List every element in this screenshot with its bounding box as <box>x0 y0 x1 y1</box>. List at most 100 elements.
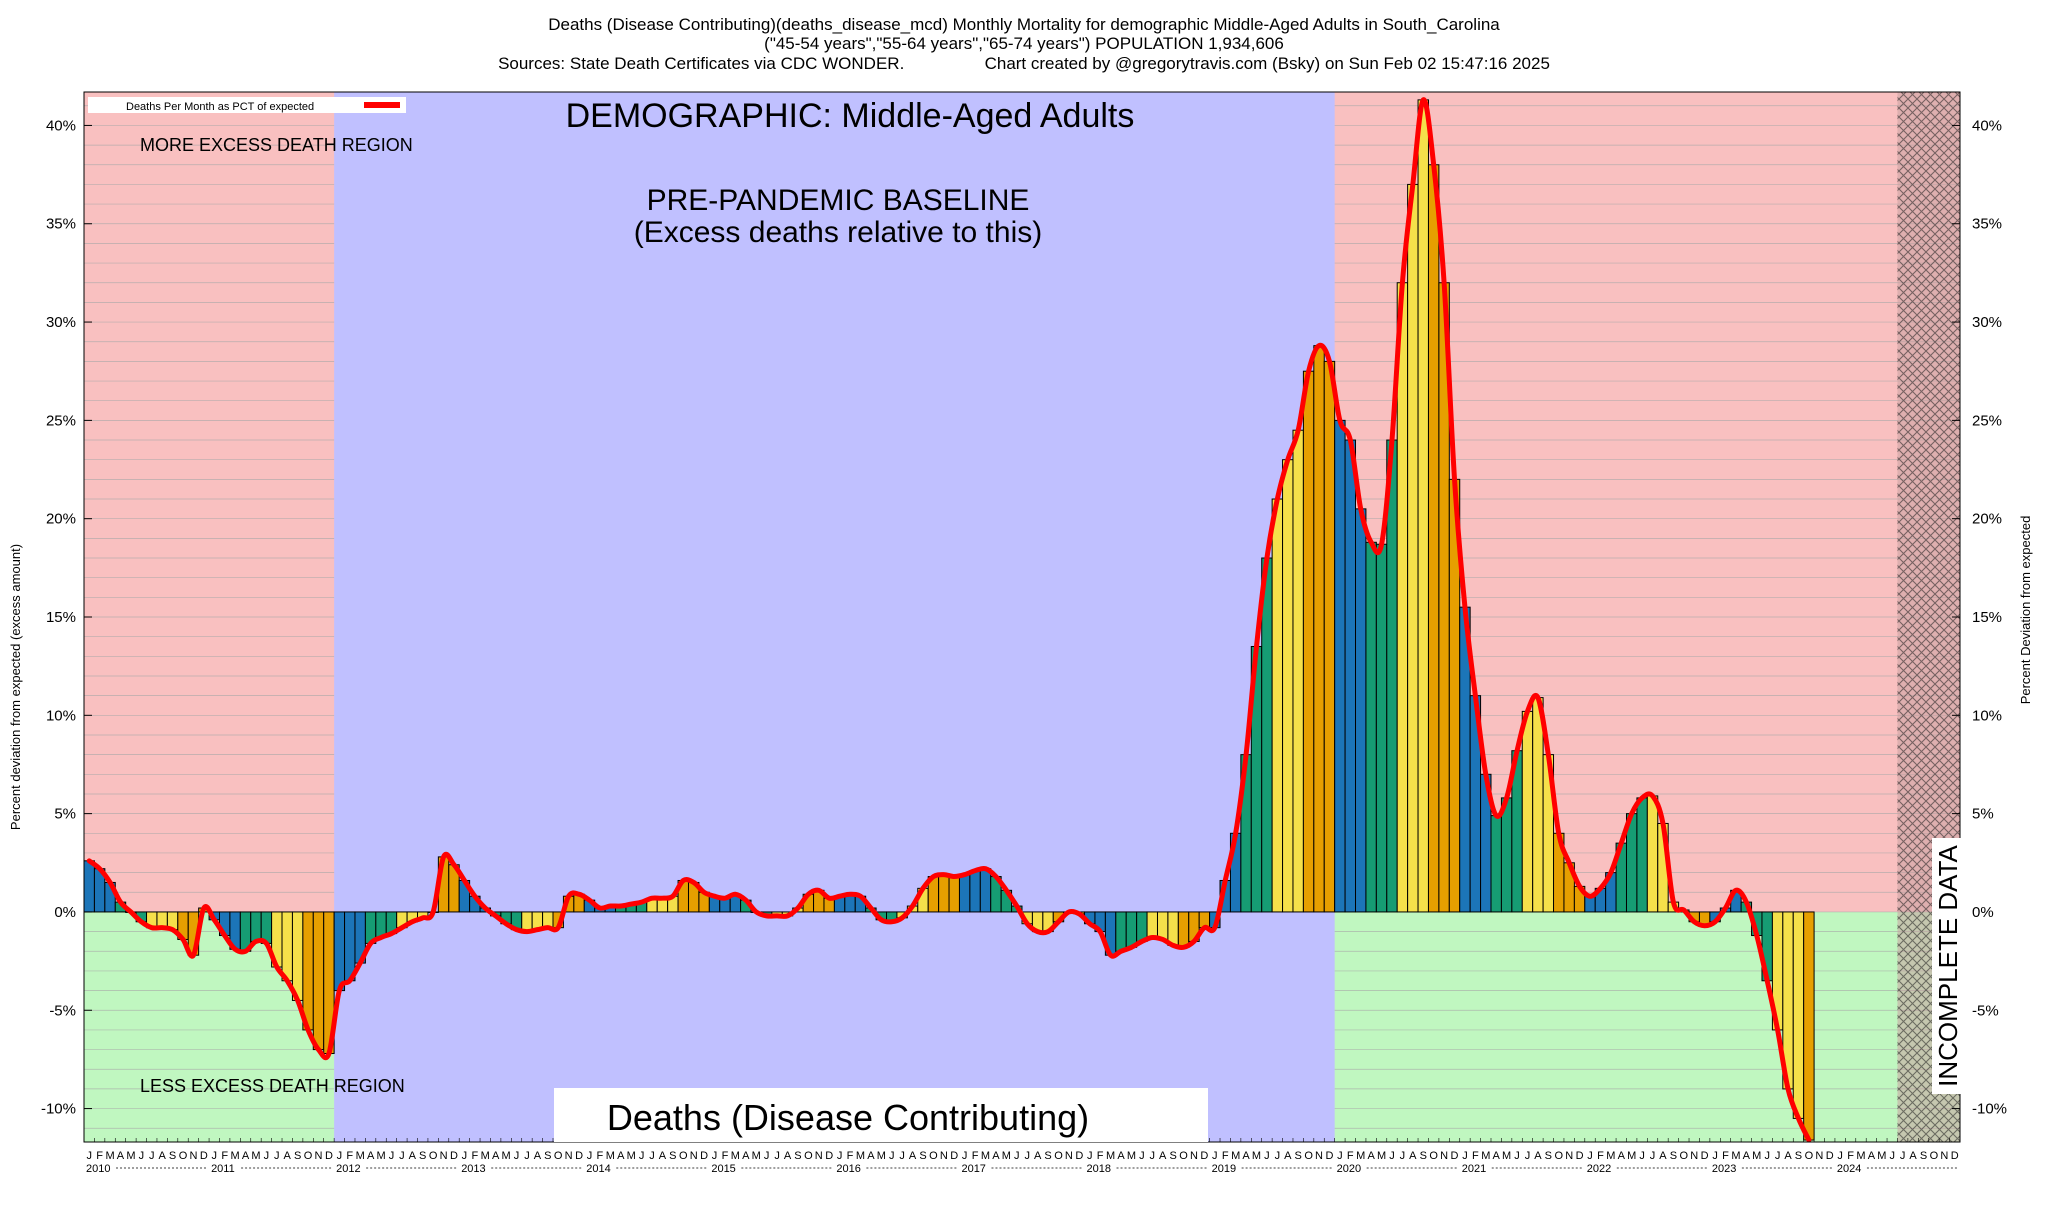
bar <box>1313 345 1325 913</box>
x-tick-label: J <box>1337 1150 1343 1162</box>
x-tick-label: M <box>1502 1150 1511 1162</box>
x-tick-label: F <box>597 1150 604 1162</box>
x-tick-label: F <box>847 1150 854 1162</box>
x-tick-label: M <box>856 1150 865 1162</box>
x-tick-label: M <box>481 1150 490 1162</box>
y-tick-label: 15% <box>46 609 76 626</box>
x-tick-label: M <box>606 1150 615 1162</box>
x-tick-label: J <box>149 1150 155 1162</box>
x-tick-label: M <box>1106 1150 1115 1162</box>
x-tick-label: J <box>274 1150 280 1162</box>
x-tick-label: A <box>1284 1150 1292 1162</box>
chart-title-line3: Sources: State Death Certificates via CD… <box>498 54 1550 73</box>
x-tick-label: D <box>1951 1150 1959 1162</box>
x-tick-label: J <box>1890 1150 1896 1162</box>
x-tick-label: F <box>1722 1150 1729 1162</box>
x-tick-label: J <box>1024 1150 1030 1162</box>
x-tick-label: M <box>1627 1150 1636 1162</box>
x-tick-label: A <box>1493 1150 1501 1162</box>
bar <box>1375 543 1388 913</box>
x-tick-label: S <box>544 1150 551 1162</box>
baseline-label-line1: PRE-PANDEMIC BASELINE <box>647 184 1030 217</box>
x-tick-label: J <box>1150 1150 1156 1162</box>
x-tick-label: M <box>1752 1150 1761 1162</box>
x-tick-label: N <box>1065 1150 1073 1162</box>
x-tick-label: F <box>471 1150 478 1162</box>
x-tick-label: M <box>356 1150 365 1162</box>
x-tick-label: N <box>690 1150 698 1162</box>
x-tick-label: J <box>1650 1150 1656 1162</box>
x-tick-label: J <box>1764 1150 1770 1162</box>
x-tick-label: S <box>1295 1150 1302 1162</box>
chart-title-line2: ("45-54 years","55-64 years","65-74 year… <box>764 34 1284 53</box>
x-tick-label: J <box>1775 1150 1781 1162</box>
bar <box>1292 429 1304 913</box>
y-tick-label: 35% <box>1972 216 2002 233</box>
x-tick-label: J <box>1587 1150 1593 1162</box>
x-tick-label: A <box>1117 1150 1125 1162</box>
x-tick-label: J <box>837 1150 843 1162</box>
y-tick-label: 0% <box>54 904 76 921</box>
x-year-label: 2023 <box>1712 1163 1736 1175</box>
x-tick-label: O <box>1680 1150 1689 1162</box>
x-tick-label: J <box>1837 1150 1843 1162</box>
x-tick-label: D <box>1075 1150 1083 1162</box>
x-tick-label: O <box>1054 1150 1063 1162</box>
x-tick-label: O <box>554 1150 563 1162</box>
x-tick-label: M <box>1002 1150 1011 1162</box>
x-tick-label: D <box>700 1150 708 1162</box>
x-tick-label: A <box>117 1150 125 1162</box>
bar <box>1344 439 1357 913</box>
x-tick-label: F <box>221 1150 228 1162</box>
x-tick-label: S <box>1920 1150 1927 1162</box>
x-tick-label: J <box>1900 1150 1906 1162</box>
incomplete-data-label: INCOMPLETE DATA <box>1933 844 1963 1086</box>
x-tick-label: J <box>1514 1150 1520 1162</box>
x-year-label: 2012 <box>336 1163 360 1175</box>
x-tick-label: O <box>304 1150 313 1162</box>
x-tick-label: M <box>126 1150 135 1162</box>
y-tick-label: -5% <box>1972 1002 1999 1019</box>
y-tick-label: -10% <box>1972 1101 2007 1118</box>
curve-line <box>86 97 1812 1143</box>
y-tick-label: 25% <box>46 412 76 429</box>
x-tick-label: J <box>1264 1150 1270 1162</box>
x-year-label: 2014 <box>586 1163 610 1175</box>
x-year-label: 2013 <box>461 1163 485 1175</box>
x-tick-label: S <box>1044 1150 1051 1162</box>
chart-title-line1: Deaths (Disease Contributing)(deaths_dis… <box>548 15 1500 34</box>
x-tick-label: A <box>784 1150 792 1162</box>
x-tick-label: A <box>742 1150 750 1162</box>
x-tick-label: J <box>962 1150 968 1162</box>
x-tick-label: M <box>1877 1150 1886 1162</box>
x-tick-label: J <box>1712 1150 1718 1162</box>
y-tick-label: 10% <box>46 707 76 724</box>
bar <box>958 874 971 913</box>
bar <box>938 874 950 913</box>
x-tick-label: O <box>429 1150 438 1162</box>
x-tick-label: O <box>679 1150 688 1162</box>
legend-box <box>88 97 406 113</box>
bar <box>1156 911 1169 940</box>
bar <box>1417 99 1429 913</box>
x-year-label: 2011 <box>211 1163 235 1175</box>
x-year-label: 2022 <box>1587 1163 1611 1175</box>
bar <box>1261 557 1273 913</box>
bar <box>1427 164 1440 913</box>
x-tick-label: M <box>502 1150 511 1162</box>
bar <box>333 911 346 992</box>
x-tick-label: F <box>972 1150 979 1162</box>
bar <box>1490 815 1502 913</box>
baseline-label-line2: (Excess deaths relative to this) <box>634 216 1043 249</box>
x-tick-label: D <box>1826 1150 1834 1162</box>
x-tick-label: N <box>440 1150 448 1162</box>
bottom-title: Deaths (Disease Contributing) <box>607 1097 1089 1138</box>
x-tick-label: M <box>231 1150 240 1162</box>
x-tick-label: M <box>1481 1150 1490 1162</box>
incomplete-data-label-group: INCOMPLETE DATA <box>1932 838 1963 1094</box>
x-tick-label: N <box>1440 1150 1448 1162</box>
x-tick-label: A <box>1159 1150 1167 1162</box>
x-tick-label: D <box>1325 1150 1333 1162</box>
x-year-label: 2016 <box>836 1163 860 1175</box>
